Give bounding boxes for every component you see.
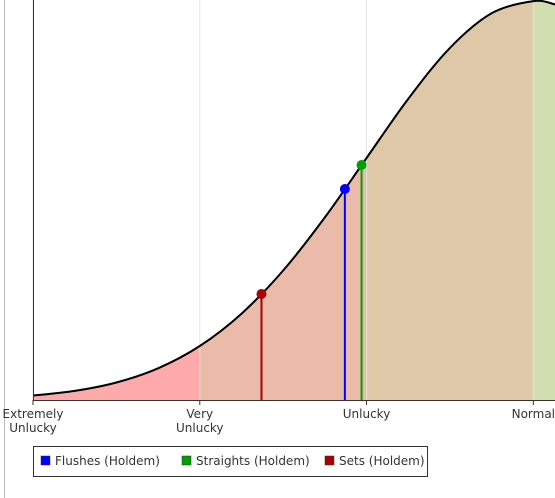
legend [33, 446, 428, 477]
band [366, 0, 534, 400]
legend-swatch [324, 455, 335, 466]
legend-swatch [40, 455, 51, 466]
curve [32, 0, 555, 397]
band [533, 0, 555, 400]
bands [33, 0, 555, 400]
legend-swatch [181, 455, 192, 466]
x-tick-label: Extremely Unlucky [3, 407, 64, 435]
band [33, 0, 200, 400]
label-line: Extremely [3, 407, 64, 421]
legend-label: Sets (Holdem) [339, 454, 425, 468]
marker [356, 160, 367, 170]
x-tick-label: Unlucky [343, 407, 391, 421]
x-tick-label: Normal [512, 407, 555, 421]
label-line: Unlucky [9, 421, 57, 435]
x-tick-label: Very Unlucky [176, 407, 224, 435]
band [199, 0, 367, 400]
legend-label: Straights (Holdem) [196, 454, 310, 468]
marker [256, 289, 267, 299]
marker [339, 184, 350, 194]
label-line: Unlucky [176, 421, 224, 435]
legend-label: Flushes (Holdem) [55, 454, 160, 468]
label-line: Very [186, 407, 213, 421]
